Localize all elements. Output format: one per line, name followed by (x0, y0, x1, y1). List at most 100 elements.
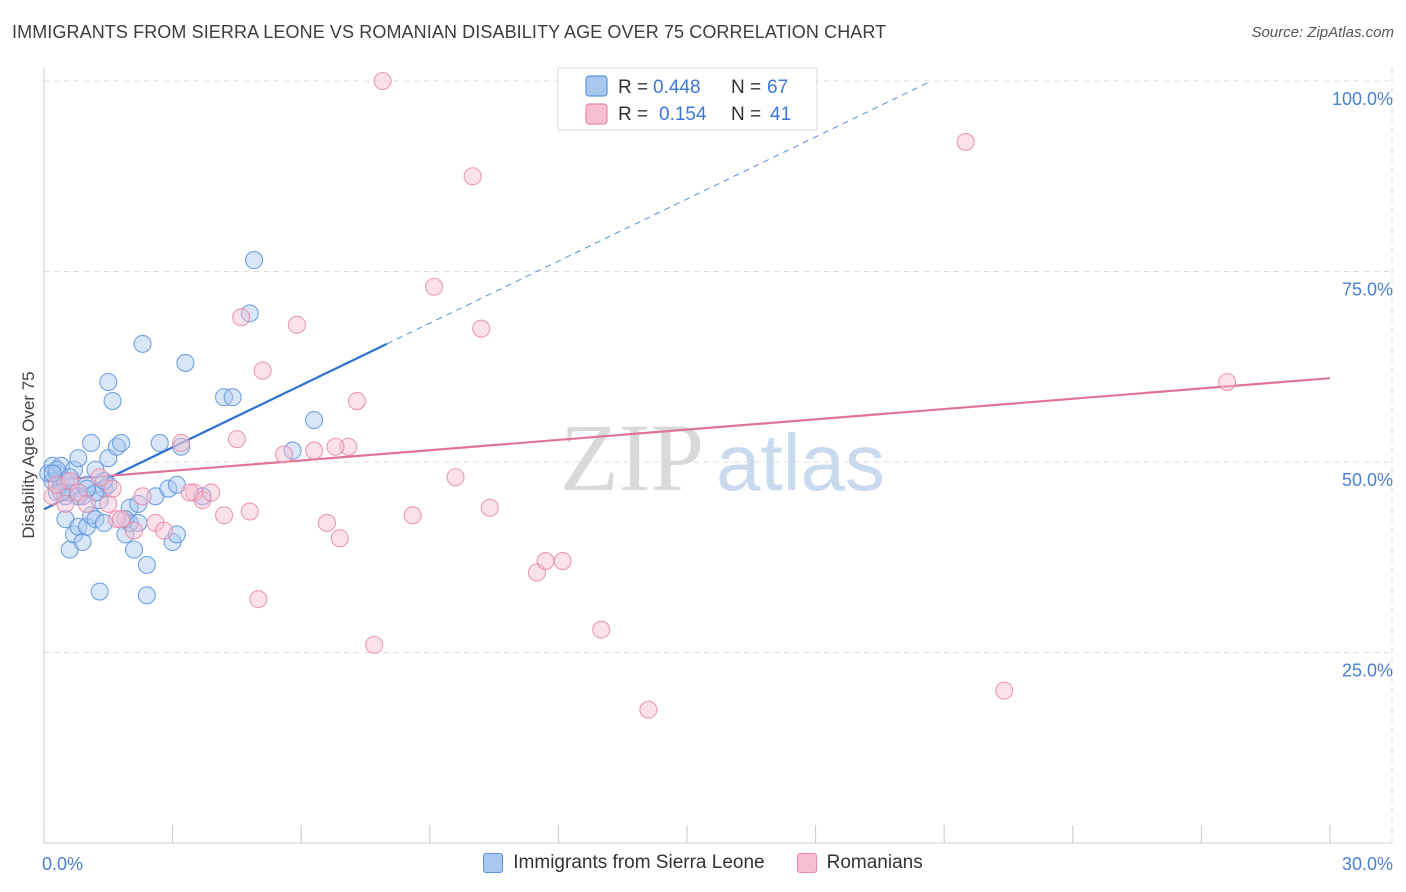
pink-point (77, 494, 96, 513)
pink-point (553, 552, 572, 571)
pink-point (107, 510, 126, 529)
legend-swatch-pink (585, 103, 608, 125)
pink-point (172, 433, 191, 453)
trendline-blue (43, 342, 388, 511)
pink-point (287, 315, 306, 334)
legend-r-value-pink: 0.154 (659, 104, 707, 125)
legend-n-label-pink: N = (731, 104, 761, 125)
legend-label-sierra-leone: Immigrants from Sierra Leone (513, 852, 765, 873)
pink-point (99, 494, 118, 513)
blue-point (150, 433, 169, 453)
legend-r-label-pink: R = (618, 104, 648, 125)
pink-point (56, 494, 75, 513)
pink-point (995, 681, 1014, 700)
blue-point (82, 433, 101, 453)
pink-point (472, 319, 491, 338)
pink-point (253, 361, 272, 380)
pink-point (592, 620, 611, 639)
legend-n-value-pink: 41 (770, 104, 791, 125)
pink-point (339, 437, 358, 456)
pink-point (347, 391, 366, 411)
pink-point (373, 71, 392, 91)
blue-point (172, 437, 191, 456)
blue-point (86, 510, 105, 529)
legend-n-label-blue: N = (731, 77, 761, 98)
legend-n-value-blue: 67 (767, 77, 788, 98)
source-label: Source: ZipAtlas.com (1251, 24, 1394, 41)
pink-point (536, 552, 555, 571)
pink-point (124, 521, 144, 540)
blue-point (137, 555, 156, 574)
pink-point (463, 167, 482, 186)
legend-swatch-sierra-leone (483, 853, 504, 873)
pink-point (326, 437, 345, 456)
chart-title: IMMIGRANTS FROM SIERRA LEONE VS ROMANIAN… (12, 22, 887, 42)
y-tick-label-50: 50.0% (1342, 470, 1393, 490)
legend-r-value-blue: 0.448 (653, 77, 701, 98)
pink-point (480, 498, 499, 517)
blue-point (223, 388, 242, 407)
blue-point (77, 479, 96, 498)
pink-point (232, 308, 251, 327)
pink-point (317, 513, 336, 533)
pink-point (202, 483, 221, 502)
pink-point (330, 529, 349, 548)
pink-point (249, 590, 268, 609)
pink-point (90, 468, 109, 487)
pink-point (240, 502, 259, 521)
pink-point (305, 441, 324, 460)
pink-point (154, 521, 174, 540)
pink-point (133, 487, 152, 506)
blue-point (103, 391, 122, 411)
y-tick-label-25: 25.0% (1342, 661, 1393, 681)
blue-point (159, 479, 178, 498)
x-tick-label-0: 0.0% (42, 854, 83, 874)
blue-point (69, 449, 88, 468)
pink-point (1218, 372, 1237, 392)
blue-point (133, 334, 152, 353)
pink-point (425, 277, 444, 296)
blue-point (43, 464, 62, 483)
blue-point (73, 532, 92, 552)
pink-point (446, 468, 465, 487)
trendline-pink (43, 377, 1331, 483)
blue-point (137, 586, 156, 605)
legend-label-romanians: Romanians (826, 852, 923, 873)
y-tick-label-100: 100.0% (1332, 89, 1393, 109)
pink-point (112, 510, 131, 529)
legend-swatch-blue (585, 75, 608, 97)
blue-point (99, 372, 118, 392)
legend-item-sierra-leone: Immigrants from Sierra Leone (483, 852, 765, 874)
blue-point (240, 304, 259, 323)
legend-item-romanians: Romanians (796, 852, 923, 874)
data-points (39, 71, 1237, 719)
y-tick-label-75: 75.0% (1342, 280, 1393, 300)
blue-point (305, 411, 324, 430)
blue-point (90, 582, 109, 601)
blue-point (112, 433, 131, 453)
legend-swatch-romanians (796, 853, 817, 873)
pink-point (403, 506, 422, 525)
pink-point (639, 700, 658, 719)
pink-point (275, 445, 294, 464)
series-legend: Immigrants from Sierra Leone Romanians (0, 852, 1406, 874)
x-tick-label-30: 30.0% (1342, 854, 1393, 874)
blue-point (244, 251, 264, 270)
pink-point (365, 635, 384, 654)
axes (43, 68, 1392, 844)
watermark-atlas: atlas (716, 418, 885, 507)
pink-point (103, 479, 122, 498)
pink-point (214, 506, 234, 525)
blue-point (283, 441, 302, 460)
pink-point (227, 430, 246, 449)
pink-point (956, 132, 975, 152)
y-tick-labels: 25.0% 50.0% 75.0% 100.0% (1332, 89, 1393, 681)
blue-point (176, 353, 195, 372)
trendline-blue-extension (386, 80, 932, 345)
legend-r-label-blue: R = (618, 77, 648, 98)
x-tick-labels: 0.0% 30.0% (42, 854, 1393, 874)
stats-legend: R = 0.448 N = 67 R = 0.154 N = 41 (557, 67, 818, 131)
y-axis-label: Disability Age Over 75 (19, 371, 38, 538)
trendlines (43, 80, 1331, 511)
